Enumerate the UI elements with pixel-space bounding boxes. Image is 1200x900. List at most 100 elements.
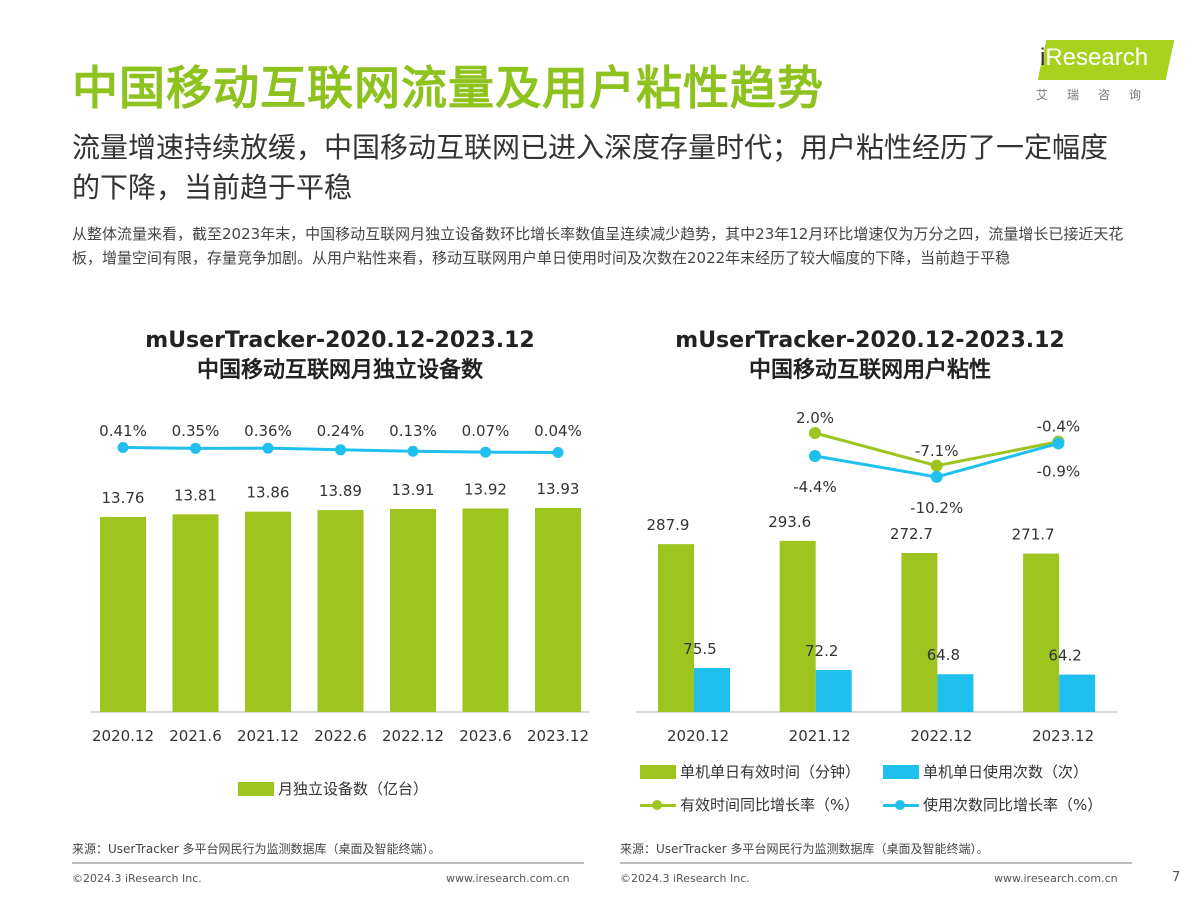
x-tick-label: 2021.12 xyxy=(237,727,299,745)
line-point xyxy=(1052,437,1065,450)
bar-count xyxy=(1059,674,1096,712)
line-point xyxy=(930,459,943,472)
line-point xyxy=(117,442,129,454)
line-label: 0.41% xyxy=(99,422,147,440)
bar-label: 272.7 xyxy=(890,525,933,543)
line-label: 2.0% xyxy=(796,409,834,427)
page-title: 中国移动互联网流量及用户粘性趋势 xyxy=(72,61,824,115)
bar-label: 13.76 xyxy=(102,489,145,507)
left-legend-bar: 月独立设备数（亿台） xyxy=(238,778,428,799)
line-label: -0.9% xyxy=(1037,462,1081,480)
x-tick-label: 2022.6 xyxy=(314,727,367,745)
divider xyxy=(620,862,1132,864)
bar-time xyxy=(1023,553,1060,712)
legend-swatch xyxy=(883,764,919,779)
x-tick-label: 2022.12 xyxy=(382,727,444,745)
x-tick-label: 2021.6 xyxy=(169,727,222,745)
page-subtitle: 流量增速持续放缓，中国移动互联网已进入深度存量时代；用户粘性经历了一定幅度的下降… xyxy=(72,131,1109,204)
legend-swatch xyxy=(640,764,676,779)
line-label: 0.35% xyxy=(172,422,220,440)
copyright: ©2024.3 iResearch Inc. xyxy=(620,872,750,885)
x-tick-label: 2023.6 xyxy=(459,727,512,745)
bar-label: 13.81 xyxy=(174,486,217,504)
line-point xyxy=(552,447,564,458)
legend-line-marker xyxy=(883,798,919,812)
legend-label: 有效时间同比增长率（%） xyxy=(680,796,860,814)
bar-label: 293.6 xyxy=(768,513,811,531)
x-tick-label: 2020.12 xyxy=(92,727,154,745)
line-label: -4.4% xyxy=(793,478,837,496)
bar xyxy=(317,510,364,712)
legend-label: 单机单日使用次数（次） xyxy=(923,763,1089,781)
bar xyxy=(245,511,291,712)
bar xyxy=(100,516,146,712)
legend-label: 单机单日有效时间（分钟） xyxy=(680,763,861,781)
line-point xyxy=(335,444,346,456)
right-legend-bar-count: 单机单日使用次数（次） xyxy=(883,761,1088,782)
line-label: -0.4% xyxy=(1037,418,1081,436)
legend-swatch xyxy=(238,781,274,796)
bar xyxy=(172,514,219,712)
line-label: 0.04% xyxy=(534,422,582,440)
bar-label: 287.9 xyxy=(647,516,690,534)
bar-label: 13.93 xyxy=(537,480,580,498)
x-tick-label: 2022.12 xyxy=(910,727,972,745)
x-tick-label: 2021.12 xyxy=(789,727,851,745)
bar xyxy=(462,508,509,712)
right-legend-line-time: 有效时间同比增长率（%） xyxy=(640,794,859,815)
bar-label: 13.92 xyxy=(464,480,507,498)
legend-line-marker xyxy=(640,798,676,812)
bar-time xyxy=(901,553,938,712)
line-point xyxy=(190,442,201,454)
right-source: 来源：UserTracker 多平台网民行为监测数据库（桌面及智能终端）。 xyxy=(620,842,989,856)
bar xyxy=(535,507,581,712)
bar-label: 64.8 xyxy=(927,646,960,664)
bar-count xyxy=(694,667,730,712)
bar-count xyxy=(815,669,852,712)
divider xyxy=(72,862,584,864)
left-chart-title: mUserTracker-2020.12-2023.12 中国移动互联网月独立设… xyxy=(100,326,580,386)
bar-label: 271.7 xyxy=(1012,526,1055,544)
website-link[interactable]: www.iresearch.com.cn xyxy=(446,872,570,885)
iresearch-logo: iResearch 艾瑞咨询 xyxy=(1030,38,1180,104)
x-tick-label: 2023.12 xyxy=(527,727,589,745)
line-label: -10.2% xyxy=(910,499,963,517)
website-link[interactable]: www.iresearch.com.cn xyxy=(994,872,1118,885)
bar-time xyxy=(658,544,694,712)
bar-count xyxy=(937,674,974,712)
line-label: -7.1% xyxy=(915,442,959,460)
line-label: 0.07% xyxy=(462,422,510,440)
bar-label: 13.86 xyxy=(247,484,290,502)
right-chart-title-line1: mUserTracker-2020.12-2023.12 xyxy=(675,328,1065,353)
bar-label: 64.2 xyxy=(1048,647,1081,665)
right-legend-bar-time: 单机单日有效时间（分钟） xyxy=(640,761,860,782)
line-point xyxy=(809,450,821,463)
line-point xyxy=(407,445,419,457)
bar-label: 75.5 xyxy=(683,640,716,658)
right-legend-line-count: 使用次数同比增长率（%） xyxy=(883,794,1102,815)
right-chart-title-line2: 中国移动互联网用户粘性 xyxy=(748,358,991,383)
x-tick-label: 2023.12 xyxy=(1032,727,1094,745)
line-point xyxy=(809,427,821,439)
bar-time xyxy=(779,540,816,712)
left-chart-title-line1: mUserTracker-2020.12-2023.12 xyxy=(145,328,535,353)
legend-label: 月独立设备数（亿台） xyxy=(278,780,429,798)
left-source: 来源：UserTracker 多平台网民行为监测数据库（桌面及智能终端）。 xyxy=(72,842,441,856)
line-point xyxy=(480,446,491,458)
line-label: 0.24% xyxy=(317,422,365,440)
page-number: 7 xyxy=(1172,870,1181,885)
copyright: ©2024.3 iResearch Inc. xyxy=(72,872,202,885)
x-tick-label: 2020.12 xyxy=(667,727,729,745)
right-chart-title: mUserTracker-2020.12-2023.12 中国移动互联网用户粘性 xyxy=(640,326,1100,386)
line-label: 0.13% xyxy=(389,422,437,440)
bar-label: 13.89 xyxy=(319,482,362,500)
line-point xyxy=(930,470,943,483)
line-label: 0.36% xyxy=(244,422,292,440)
bar-label: 13.91 xyxy=(392,481,435,499)
bar-label: 72.2 xyxy=(805,642,838,660)
line-point xyxy=(262,442,274,454)
bar xyxy=(390,509,436,712)
legend-label: 使用次数同比增长率（%） xyxy=(923,796,1103,814)
left-chart-title-line2: 中国移动互联网月独立设备数 xyxy=(196,358,483,383)
